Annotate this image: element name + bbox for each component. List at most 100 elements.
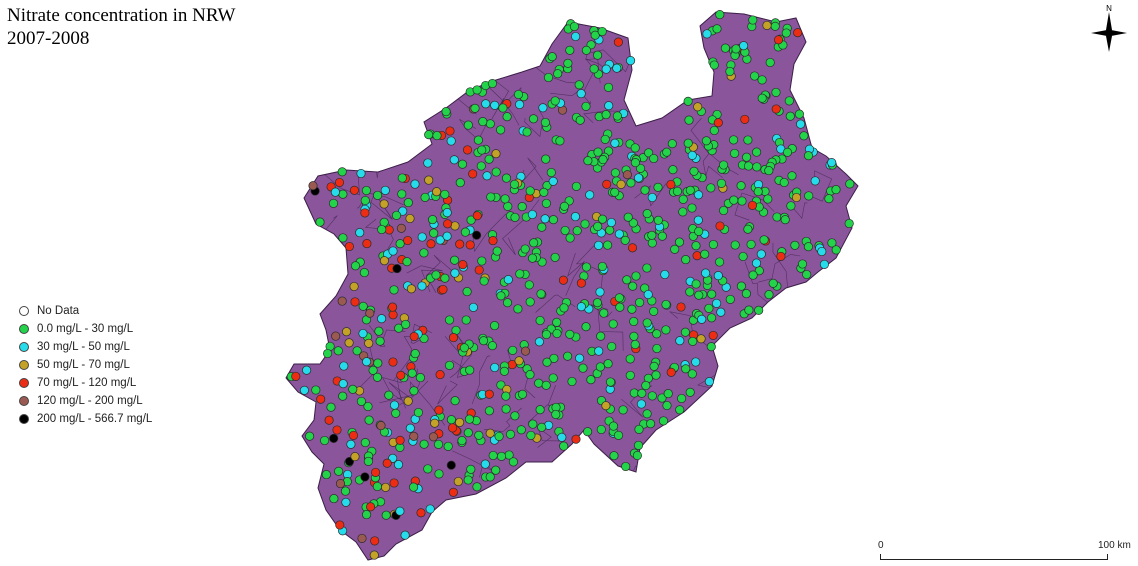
station-marker <box>616 179 626 189</box>
station-marker <box>360 438 370 448</box>
station-marker <box>739 41 749 51</box>
station-marker <box>715 221 725 231</box>
station-marker <box>348 430 359 440</box>
station-marker <box>409 482 419 492</box>
scale-end-label: 100 km <box>1098 540 1131 551</box>
station-marker <box>362 357 372 367</box>
station-marker <box>642 409 652 419</box>
station-marker <box>677 393 687 404</box>
station-marker <box>557 432 567 442</box>
station-marker <box>486 192 496 202</box>
station-marker <box>649 361 659 371</box>
station-marker <box>490 321 500 331</box>
station-marker <box>499 366 509 376</box>
station-marker <box>765 57 775 68</box>
station-marker <box>380 185 390 195</box>
station-marker <box>661 299 671 310</box>
station-marker <box>552 317 562 327</box>
station-marker <box>590 30 600 40</box>
district-boundary <box>715 395 745 457</box>
station-marker <box>716 307 726 317</box>
station-marker <box>646 419 656 429</box>
station-marker <box>707 289 717 299</box>
station-marker <box>395 239 405 249</box>
station-marker <box>491 149 501 159</box>
station-marker <box>528 419 538 429</box>
north-label: N <box>1106 4 1112 13</box>
station-marker <box>693 190 704 200</box>
legend-item: 50 mg/L - 70 mg/L <box>19 356 152 374</box>
station-marker <box>397 189 407 199</box>
station-marker <box>708 239 718 250</box>
station-marker <box>344 241 354 252</box>
legend-swatch-ochre <box>19 360 29 370</box>
station-marker <box>478 117 488 127</box>
station-marker <box>444 360 455 370</box>
station-marker <box>713 118 723 128</box>
station-marker <box>662 400 672 411</box>
district-boundary <box>788 202 808 219</box>
station-marker <box>525 297 535 307</box>
legend: No Data 0.0 mg/L - 30 mg/L 30 mg/L - 50 … <box>19 302 152 428</box>
station-marker <box>487 78 497 89</box>
station-marker <box>786 201 796 211</box>
station-marker <box>508 457 518 467</box>
station-marker <box>804 191 814 201</box>
station-marker <box>790 240 800 250</box>
station-marker <box>477 145 487 155</box>
legend-label: 200 mg/L - 566.7 mg/L <box>37 413 153 425</box>
station-marker <box>375 336 385 346</box>
station-marker <box>596 331 606 341</box>
station-marker <box>334 466 344 476</box>
station-marker <box>691 241 701 251</box>
station-marker <box>455 239 465 249</box>
station-marker <box>423 464 433 474</box>
station-marker <box>434 469 444 479</box>
station-marker <box>596 424 606 435</box>
station-marker <box>525 370 535 380</box>
station-marker <box>527 253 538 263</box>
station-marker <box>610 168 620 178</box>
station-marker <box>681 364 691 374</box>
station-marker <box>589 64 599 74</box>
station-marker <box>362 239 372 249</box>
station-marker <box>687 150 697 160</box>
station-marker <box>448 487 458 497</box>
legend-swatch-no-data <box>19 306 29 316</box>
station-marker <box>653 215 663 225</box>
station-marker <box>593 50 603 60</box>
station-marker <box>358 301 368 311</box>
station-marker <box>520 244 530 254</box>
station-marker <box>388 357 398 367</box>
station-marker <box>776 251 786 261</box>
station-marker <box>627 304 637 314</box>
station-marker <box>601 64 611 74</box>
station-marker <box>491 465 501 475</box>
station-marker <box>368 365 378 375</box>
station-marker <box>444 315 455 325</box>
station-marker <box>704 377 714 387</box>
station-marker <box>453 476 463 487</box>
station-marker <box>597 214 608 224</box>
station-marker <box>559 201 569 211</box>
station-marker <box>363 401 373 412</box>
station-marker <box>335 479 346 489</box>
station-marker <box>736 181 746 191</box>
station-marker <box>569 21 579 32</box>
station-marker <box>527 209 537 220</box>
district-boundary <box>367 122 380 179</box>
station-marker <box>720 43 730 53</box>
station-marker <box>329 494 339 504</box>
station-marker <box>419 439 429 449</box>
district-boundary <box>524 110 544 138</box>
station-marker <box>612 63 622 73</box>
district-boundary <box>417 81 442 105</box>
station-marker <box>752 162 762 172</box>
station-marker <box>642 263 652 273</box>
station-marker <box>338 379 348 389</box>
station-marker <box>413 407 423 418</box>
station-marker <box>612 111 622 121</box>
station-marker <box>341 327 352 337</box>
station-marker <box>524 280 534 290</box>
